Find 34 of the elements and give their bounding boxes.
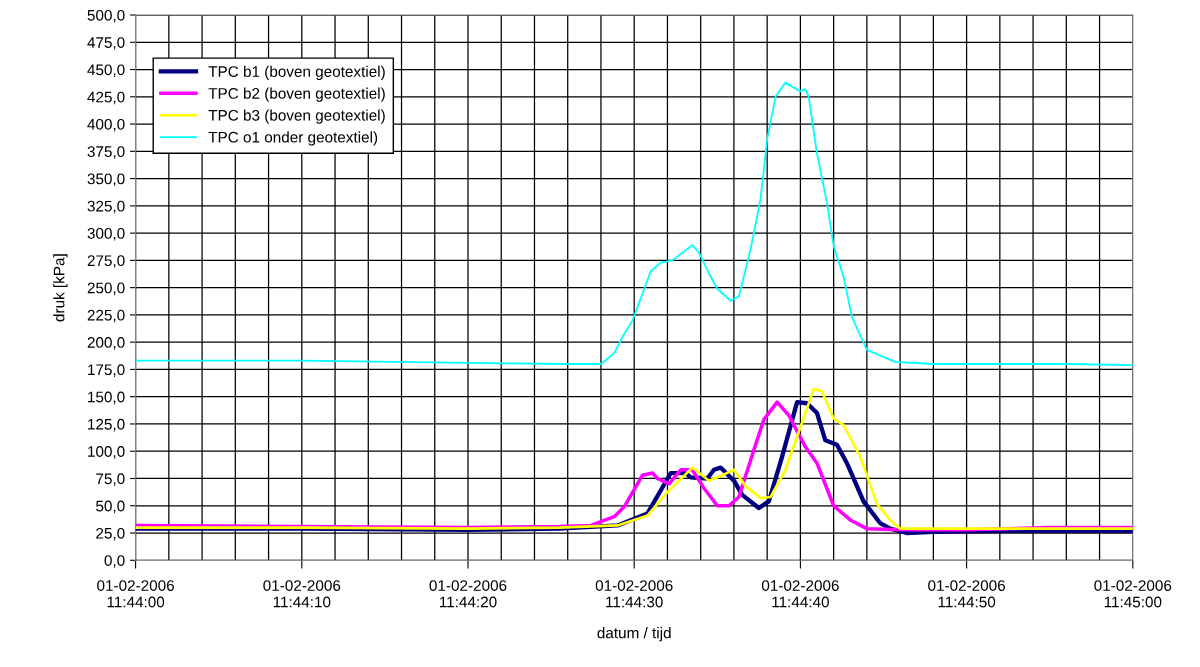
y-tick-label: 300,0 xyxy=(87,227,125,241)
y-tick-label: 450,0 xyxy=(87,64,125,78)
x-tick-label: 01-02-2006 11:44:10 xyxy=(263,580,341,608)
y-tick-label: 75,0 xyxy=(96,473,125,486)
y-tick-label: 100,0 xyxy=(88,446,125,459)
y-tick-label: 375,0 xyxy=(87,146,125,159)
legend-label: TPC b2 (boven geotextiel) xyxy=(208,87,385,102)
y-tick-label: 500,0 xyxy=(87,9,125,23)
y-tick-label: 150,0 xyxy=(88,391,125,405)
y-tick-label: 200,0 xyxy=(87,337,125,350)
y-tick-label: 175,0 xyxy=(88,364,125,377)
x-tick-label: 01-02-2006 11:44:30 xyxy=(595,580,673,608)
y-tick-label: 50,0 xyxy=(96,500,125,514)
y-tick-label: 275,0 xyxy=(87,255,125,268)
x-axis-title: datum / tijd xyxy=(597,627,671,642)
y-tick-label: 250,0 xyxy=(87,282,125,296)
y-tick-label: 400,0 xyxy=(87,118,125,132)
legend-label: TPC b3 (boven geotextiel) xyxy=(208,109,385,124)
legend-label: TPC b1 (boven geotextiel) xyxy=(208,65,385,80)
y-tick-label: 425,0 xyxy=(87,91,125,105)
x-tick-label: 01-02-2006 11:44:50 xyxy=(928,580,1006,608)
y-tick-label: 325,0 xyxy=(87,200,125,214)
y-tick-label: 225,0 xyxy=(87,309,125,323)
x-tick-label: 01-02-2006 11:44:20 xyxy=(429,580,507,608)
y-axis-title: druk [kPa] xyxy=(53,254,68,322)
x-tick-label: 01-02-2006 11:44:00 xyxy=(97,580,175,608)
y-tick-label: 0,0 xyxy=(104,555,125,568)
x-tick-label: 01-02-2006 11:45:00 xyxy=(1094,580,1172,608)
y-tick-label: 350,0 xyxy=(87,173,125,187)
y-tick-label: 25,0 xyxy=(96,527,125,541)
y-tick-label: 475,0 xyxy=(87,37,125,50)
x-tick-label: 01-02-2006 11:44:40 xyxy=(761,580,839,608)
y-tick-label: 125,0 xyxy=(88,418,125,432)
legend-label: TPC o1 onder geotextiel) xyxy=(208,131,378,146)
